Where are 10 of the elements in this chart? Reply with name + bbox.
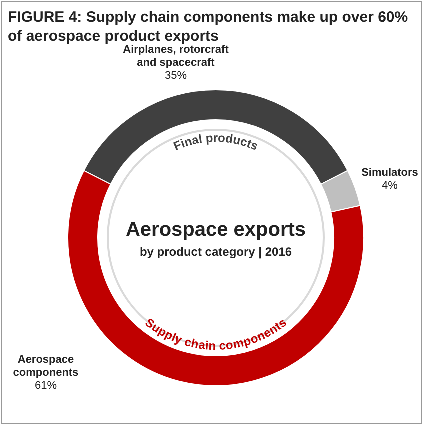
text: Aerospace exports [126,219,306,241]
data-label: 35% [164,70,188,82]
data-label: 61% [34,380,58,392]
slice-label: Simulators [362,167,418,179]
slice-label: Airplanes, rotorcraft and spacecraft [123,44,230,69]
data-label: 4% [382,180,398,192]
slice-label: Aerospace components [13,354,79,379]
text: Final products [172,130,261,154]
text: by product category | 2016 [140,245,292,259]
chart-title: FIGURE 4: Supply chain components make up over 60% of aerospace product exports [8,9,408,45]
